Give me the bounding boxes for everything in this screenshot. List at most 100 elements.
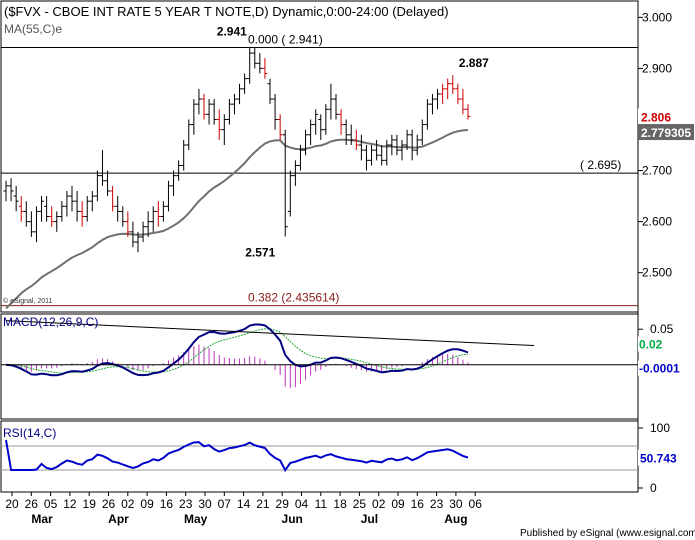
ohlc-bar: [33, 206, 39, 243]
x-tick-label: 05: [44, 497, 58, 511]
macd-value-label: 0.02: [639, 338, 663, 352]
ohlc-bar: [353, 129, 359, 151]
ohlc-bar: [358, 134, 364, 161]
horizontal-levels: 0.000 ( 2.941) ( 2.695) 0.382 (2.435614) 2.…: [1, 24, 638, 307]
ohlc-bar: [221, 114, 227, 146]
x-tick-label: 07: [218, 497, 232, 511]
month-label: Jun: [282, 512, 303, 526]
x-tick-label: 23: [430, 497, 444, 511]
ohlc-bar: [125, 211, 131, 237]
ohlc-bar: [99, 150, 105, 186]
ma-value-label: 2.779305: [641, 126, 691, 140]
ohlc-bar: [389, 134, 395, 156]
ohlc-bar: [257, 53, 263, 74]
ma-indicator-label: MA(55,C)e: [4, 22, 62, 36]
rsi-value-label: 50.743: [640, 452, 677, 466]
ohlc-bar: [23, 201, 29, 227]
x-tick-label: 09: [391, 497, 405, 511]
x-tick-label: 04: [295, 497, 309, 511]
last-price-label-box: [638, 108, 694, 125]
rsi-line: [5, 439, 469, 473]
ohlc-bar: [343, 119, 349, 146]
x-tick-label: 18: [333, 497, 347, 511]
month-label: May: [184, 512, 208, 526]
ohlc-bar: [105, 170, 111, 197]
x-tick-label: 02: [121, 497, 135, 511]
ohlc-bar: [394, 134, 400, 156]
x-tick-label: 21: [256, 497, 270, 511]
ohlc-bar: [267, 78, 273, 105]
ohlc-bar: [226, 99, 232, 125]
x-tick-label: 16: [160, 497, 174, 511]
ohlc-bar: [374, 139, 380, 161]
level-label: 0.000 ( 2.941): [248, 32, 323, 46]
ohlc-bar: [429, 93, 435, 115]
rsi-title: RSI(14,C): [3, 426, 56, 440]
rsi-tick-label: 0: [650, 481, 657, 495]
ohlc-bar: [348, 124, 354, 146]
price-tick-label: 2.700: [642, 164, 672, 178]
ohlc-bar: [440, 83, 446, 105]
ohlc-bar: [297, 145, 303, 171]
ohlc-bar: [54, 211, 60, 232]
ohlc-bar: [160, 201, 166, 222]
price-tick-label: 2.600: [642, 215, 672, 229]
month-label: Jul: [361, 512, 378, 526]
ohlc-bar: [176, 160, 182, 181]
ohlc-bar: [155, 201, 161, 227]
macd-title: MACD(12,26,9,C): [3, 315, 98, 329]
ohlc-bar: [79, 201, 85, 227]
ohlc-bar: [379, 145, 385, 166]
ohlc-bar: [196, 88, 202, 115]
ohlc-bar: [130, 221, 136, 248]
month-label: Mar: [31, 512, 53, 526]
ohlc-bar: [165, 180, 171, 212]
rsi-tick-label: 100: [650, 421, 670, 435]
ohlc-bar: [74, 190, 80, 222]
ma-line-layer: [5, 129, 469, 310]
ohlc-bar: [44, 196, 50, 222]
last-price-label: 2.806: [641, 110, 671, 124]
ohlc-bar: [414, 134, 420, 156]
ohlc-bar: [424, 99, 430, 130]
ohlc-bar: [409, 129, 415, 161]
ohlc-bar: [308, 119, 314, 146]
macd-value-label: -0.0001: [639, 362, 680, 376]
ohlc-bar: [18, 196, 24, 222]
ohlc-bar: [328, 83, 334, 120]
ohlc-bar: [435, 88, 441, 110]
month-label: Apr: [108, 512, 129, 526]
ohlc-bar: [333, 93, 339, 120]
x-tick-label: 23: [179, 497, 193, 511]
ohlc-bar: [8, 178, 14, 202]
x-tick-label: 26: [102, 497, 116, 511]
ohlc-bar: [404, 129, 410, 151]
x-tick-label: 09: [140, 497, 154, 511]
x-tick-label: 25: [353, 497, 367, 511]
ohlc-bar: [69, 185, 75, 212]
ohlc-bar: [201, 93, 207, 120]
ohlc-bars: 2.806 2.779305: [3, 47, 694, 253]
ohlc-bar: [455, 83, 461, 105]
ohlc-bar: [135, 231, 141, 253]
ma-value-label-box: [638, 124, 694, 141]
ohlc-bar: [94, 170, 100, 202]
macd-layer: 0.05 0.02 -0.0001: [1, 320, 686, 389]
price-annotation: 2.887: [459, 56, 489, 70]
x-tick-label: 20: [5, 497, 19, 511]
ohlc-bar: [140, 221, 146, 243]
ohlc-bar: [145, 211, 151, 237]
x-tick-label: 12: [63, 497, 77, 511]
ohlc-bar: [252, 47, 258, 69]
ohlc-bar: [13, 185, 19, 212]
ohlc-bar: [363, 145, 369, 171]
price-tick-label: 2.900: [642, 61, 672, 75]
ohlc-bar: [242, 73, 248, 94]
ohlc-bar: [272, 93, 278, 130]
price-tick-label: 2.500: [642, 266, 672, 280]
ohlc-bar: [206, 99, 212, 125]
x-tick-label: 19: [83, 497, 97, 511]
ohlc-bar: [460, 88, 466, 115]
ohlc-bar: [150, 206, 156, 232]
